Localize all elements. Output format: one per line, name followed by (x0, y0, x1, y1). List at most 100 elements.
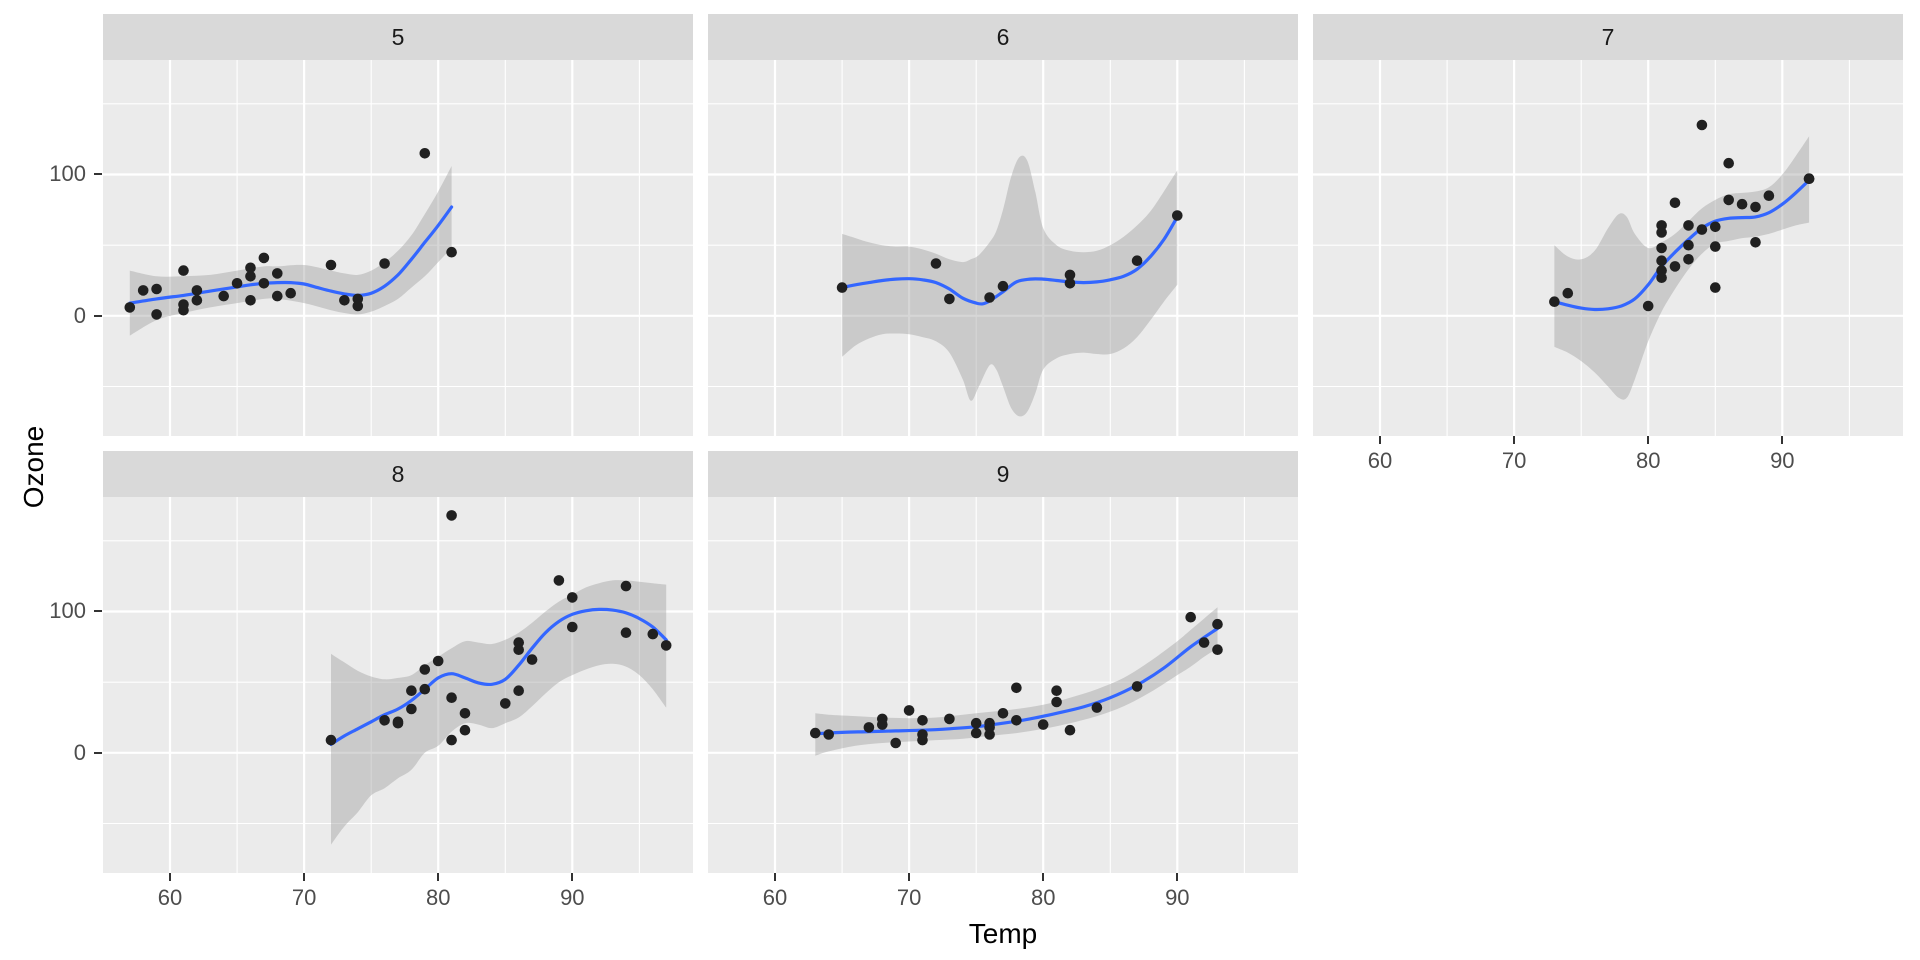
data-point (1562, 287, 1574, 299)
data-point (500, 698, 511, 709)
y-tick-label: 100 (49, 598, 86, 624)
data-point (406, 685, 417, 696)
data-point (1064, 269, 1076, 281)
data-point (325, 259, 337, 271)
data-point (352, 300, 364, 312)
data-point (890, 737, 901, 749)
data-point (1683, 254, 1694, 265)
data-point (446, 510, 457, 521)
data-point (1750, 201, 1761, 213)
x-tick-mark (1513, 436, 1516, 444)
data-point (432, 655, 444, 667)
data-point (1669, 197, 1681, 209)
facet-panel-month-7 (1313, 60, 1903, 436)
data-point (1172, 210, 1183, 221)
data-point (151, 283, 162, 295)
smooth-line (840, 215, 1179, 306)
facet-panel-month-8 (103, 497, 693, 873)
x-tick-label: 80 (425, 885, 451, 910)
data-point (178, 265, 189, 276)
data-point (823, 729, 834, 740)
data-point (137, 285, 149, 296)
x-tick-mark (1042, 873, 1045, 881)
facet-strip-label: 6 (996, 23, 1010, 50)
data-point (231, 278, 243, 289)
data-point (1710, 282, 1721, 293)
data-point (1011, 715, 1022, 726)
data-point (1037, 719, 1049, 730)
data-point (446, 246, 457, 258)
data-point (191, 295, 203, 306)
data-point (1696, 224, 1708, 235)
data-point (1212, 644, 1223, 655)
facet-strip-label: 9 (996, 460, 1010, 487)
data-point (944, 713, 955, 725)
confidence-ribbon (815, 607, 1218, 756)
y-tick-mark (94, 173, 102, 176)
data-point (1763, 190, 1775, 201)
data-point (877, 719, 888, 730)
data-point (1131, 255, 1143, 266)
data-point (930, 258, 942, 269)
data-point (325, 734, 337, 746)
data-point (258, 252, 270, 264)
facet-strip-month-9: 9 (708, 451, 1298, 497)
data-point (339, 295, 350, 306)
data-point (944, 293, 955, 305)
data-point (459, 708, 471, 719)
facet-panel-month-6 (708, 60, 1298, 436)
data-point (513, 644, 524, 655)
facet-strip-label: 8 (391, 460, 405, 487)
x-tick-mark (774, 873, 777, 881)
y-tick-mark (94, 314, 102, 317)
data-point (836, 282, 848, 293)
data-point (1803, 173, 1815, 184)
data-point (903, 705, 915, 716)
data-point (1549, 296, 1560, 307)
facet-strip-month-8: 8 (103, 451, 693, 497)
x-tick-mark (1176, 873, 1179, 881)
data-point (272, 290, 283, 302)
y-tick-label: 0 (73, 302, 86, 328)
data-point (1051, 685, 1062, 696)
x-tick-label: 80 (1635, 448, 1661, 473)
data-point (1091, 702, 1103, 713)
data-point (1723, 157, 1734, 169)
y-tick-label: 0 (73, 739, 86, 765)
panel-background (103, 497, 693, 873)
x-tick-label: 70 (1501, 448, 1527, 473)
data-point (1656, 255, 1667, 266)
x-tick-mark (303, 873, 306, 881)
data-point (1011, 682, 1022, 694)
data-point (1642, 300, 1654, 312)
data-point (258, 278, 270, 289)
facet-strip-label: 5 (391, 23, 405, 50)
data-point (1656, 242, 1667, 254)
x-tick-mark (169, 873, 172, 881)
data-point (446, 734, 457, 746)
x-tick-label: 60 (1367, 448, 1393, 473)
x-axis-title: Temp (968, 918, 1038, 949)
data-point (1723, 194, 1734, 206)
data-point (1064, 278, 1076, 289)
data-point (917, 729, 928, 740)
data-point (553, 575, 565, 586)
data-point (1710, 241, 1721, 252)
data-point (984, 722, 995, 733)
x-tick-label: 70 (291, 885, 317, 910)
data-point (151, 309, 162, 320)
x-tick-label: 70 (896, 885, 922, 910)
data-point (810, 727, 821, 739)
panel-background (103, 60, 693, 436)
data-point (1656, 227, 1667, 238)
data-point (245, 262, 256, 274)
x-tick-mark (1781, 436, 1784, 444)
x-tick-label: 90 (560, 885, 585, 910)
data-point (513, 685, 524, 696)
smooth-line (128, 205, 454, 305)
data-point (245, 271, 256, 282)
x-tick-mark (571, 873, 574, 881)
y-tick-mark (94, 610, 102, 613)
facet-panel-month-5 (103, 60, 693, 436)
